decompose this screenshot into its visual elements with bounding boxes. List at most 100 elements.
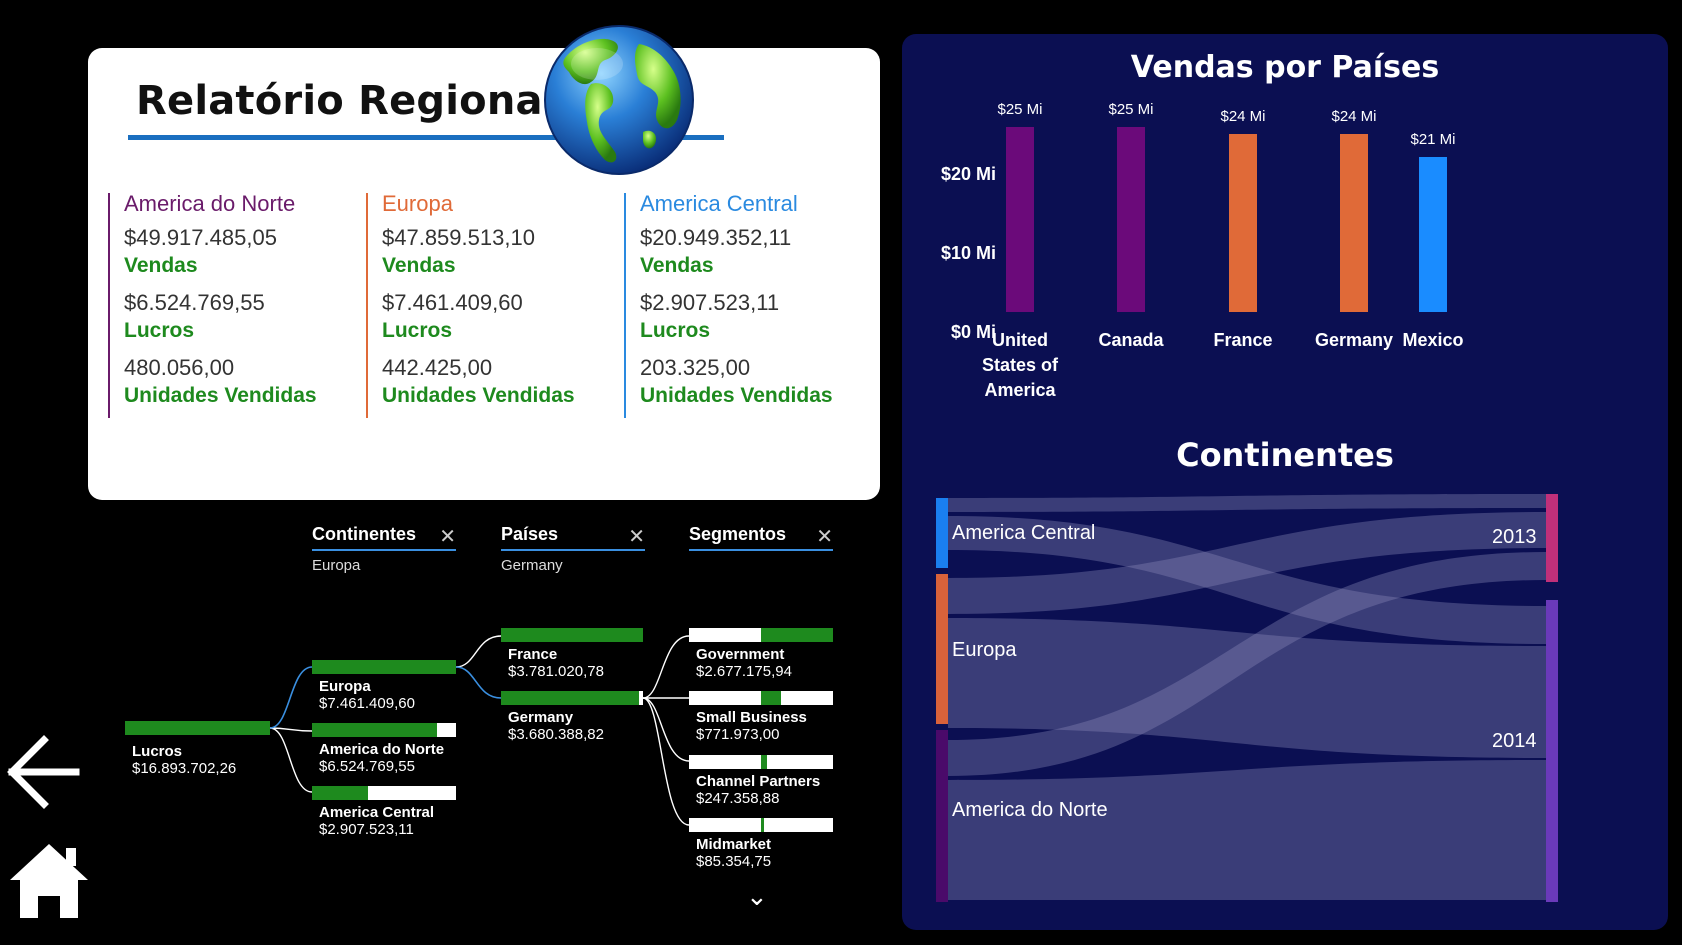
node-bar <box>689 691 833 705</box>
filter-selected: Europa <box>312 557 361 574</box>
node-name: Europa <box>319 678 371 695</box>
data-label: $25 Mi <box>1108 101 1154 118</box>
tree-node-america-do-norte[interactable]: America do Norte $6.524.769,55 <box>312 723 456 775</box>
title-underline <box>128 135 724 140</box>
filter-title: Continentes <box>312 524 417 544</box>
tree-node-france[interactable]: France $3.781.020,78 <box>501 628 643 680</box>
node-bar <box>312 660 456 674</box>
node-name: France <box>508 646 558 663</box>
node-bar-fill <box>312 786 368 800</box>
y-tick-label: $20 Mi <box>940 164 996 184</box>
node-bar-fill <box>761 755 767 769</box>
node-2014 <box>1546 600 1558 902</box>
filter-title: Segmentos <box>689 524 787 544</box>
tree-node-america-central[interactable]: America Central $2.907.523,11 <box>312 786 456 838</box>
node-name: Lucros <box>132 743 183 760</box>
expand-more-icon[interactable]: ⌄ <box>746 881 768 911</box>
filter-selected: Germany <box>501 557 563 574</box>
node-name: Midmarket <box>696 836 772 853</box>
node-value: $6.524.769,55 <box>319 758 415 775</box>
region-name: America do Norte <box>124 191 296 216</box>
node-name: America Central <box>319 804 435 821</box>
node-value: $2.677.175,94 <box>696 663 792 680</box>
bar-canada[interactable] <box>1117 127 1145 312</box>
node-value: $771.973,00 <box>696 726 780 743</box>
sankey-source-label: America do Norte <box>952 799 1108 821</box>
home-icon[interactable] <box>4 838 94 922</box>
region-name: America Central <box>640 191 798 216</box>
sankey-target-label: 2013 <box>1492 526 1537 548</box>
node-value: $2.907.523,11 <box>319 821 414 838</box>
continents-chart-title: Continentes <box>1176 436 1394 474</box>
sankey-source-label: Europa <box>952 639 1017 661</box>
node-value: $247.358,88 <box>696 790 780 807</box>
node-2013 <box>1546 494 1558 582</box>
tree-node-root[interactable]: Lucros $16.893.702,26 <box>125 721 270 777</box>
node-name: Channel Partners <box>696 773 821 790</box>
bar-france[interactable] <box>1229 134 1257 312</box>
sales-label: Vendas <box>382 254 456 277</box>
region-name: Europa <box>382 191 453 216</box>
node-bar-fill <box>501 628 643 642</box>
category-label: Canada <box>1098 330 1164 350</box>
charts-panel: Vendas por Países $20 Mi $10 Mi $0 Mi $2… <box>902 34 1668 930</box>
tree-node-channel-partners[interactable]: Channel Partners $247.358,88 <box>689 755 833 807</box>
node-name: Small Business <box>696 709 807 726</box>
sales-label: Vendas <box>640 254 714 277</box>
flow-central-2013 <box>948 494 1546 512</box>
node-value: $3.781.020,78 <box>508 663 604 680</box>
filter-underline <box>312 549 456 551</box>
node-bar <box>312 786 456 800</box>
sankey-source-label: America Central <box>952 522 1096 544</box>
units-value: 442.425,00 <box>382 355 493 380</box>
flow-norte-2014 <box>948 760 1546 900</box>
node-bar-fill <box>501 691 639 705</box>
bar-germany[interactable] <box>1340 134 1368 312</box>
sales-value: $20.949.352,11 <box>640 225 792 250</box>
node-bar <box>125 721 270 735</box>
profit-value: $7.461.409,60 <box>382 290 523 315</box>
tree-node-midmarket[interactable]: Midmarket $85.354,75 <box>689 818 833 870</box>
close-icon[interactable]: ✕ <box>628 526 645 548</box>
node-bar-fill <box>761 691 781 705</box>
tree-node-germany[interactable]: Germany $3.680.388,82 <box>501 691 643 743</box>
node-bar-fill <box>312 660 456 674</box>
filter-underline <box>689 549 833 551</box>
bar-united-states[interactable] <box>1006 127 1034 312</box>
node-value: $85.354,75 <box>696 853 772 870</box>
filter-underline <box>501 549 645 551</box>
filter-continentes[interactable]: Continentes ✕ Europa <box>312 524 456 574</box>
profit-label: Lucros <box>382 319 453 342</box>
data-label: $24 Mi <box>1331 108 1377 125</box>
units-value: 203.325,00 <box>640 355 751 380</box>
close-icon[interactable]: ✕ <box>816 526 833 548</box>
filter-paises[interactable]: Países ✕ Germany <box>501 524 645 574</box>
category-label: Germany <box>1314 330 1394 350</box>
node-bar <box>501 628 643 642</box>
node-value: $7.461.409,60 <box>319 695 415 712</box>
close-icon[interactable]: ✕ <box>439 526 456 548</box>
node-bar <box>312 723 456 737</box>
profit-label: Lucros <box>640 319 711 342</box>
profit-value: $2.907.523,11 <box>640 290 780 315</box>
tree-node-europa[interactable]: Europa $7.461.409,60 <box>312 660 456 712</box>
node-bar <box>689 818 833 832</box>
sankey-target-label: 2014 <box>1492 730 1537 752</box>
filter-title: Países <box>501 524 559 544</box>
tree-node-small-business[interactable]: Small Business $771.973,00 <box>689 691 833 743</box>
tree-node-government[interactable]: Government $2.677.175,94 <box>689 628 833 680</box>
node-bar <box>689 755 833 769</box>
tree-connectors <box>269 635 690 826</box>
node-bar <box>689 628 833 642</box>
filter-segmentos[interactable]: Segmentos ✕ <box>689 524 833 557</box>
node-bar-fill <box>125 721 270 735</box>
node-name: America do Norte <box>319 741 445 758</box>
back-arrow-icon[interactable] <box>4 734 80 810</box>
category-label: United States of America <box>981 330 1059 400</box>
y-tick-label: $0 Mi <box>950 322 996 342</box>
region-america-central: America Central $20.949.352,11 Vendas $2… <box>624 191 880 418</box>
units-label: Unidades Vendidas <box>124 384 317 407</box>
node-value: $3.680.388,82 <box>508 726 604 743</box>
bar-mexico[interactable] <box>1419 157 1447 312</box>
flow-europa-2014 <box>948 618 1546 758</box>
